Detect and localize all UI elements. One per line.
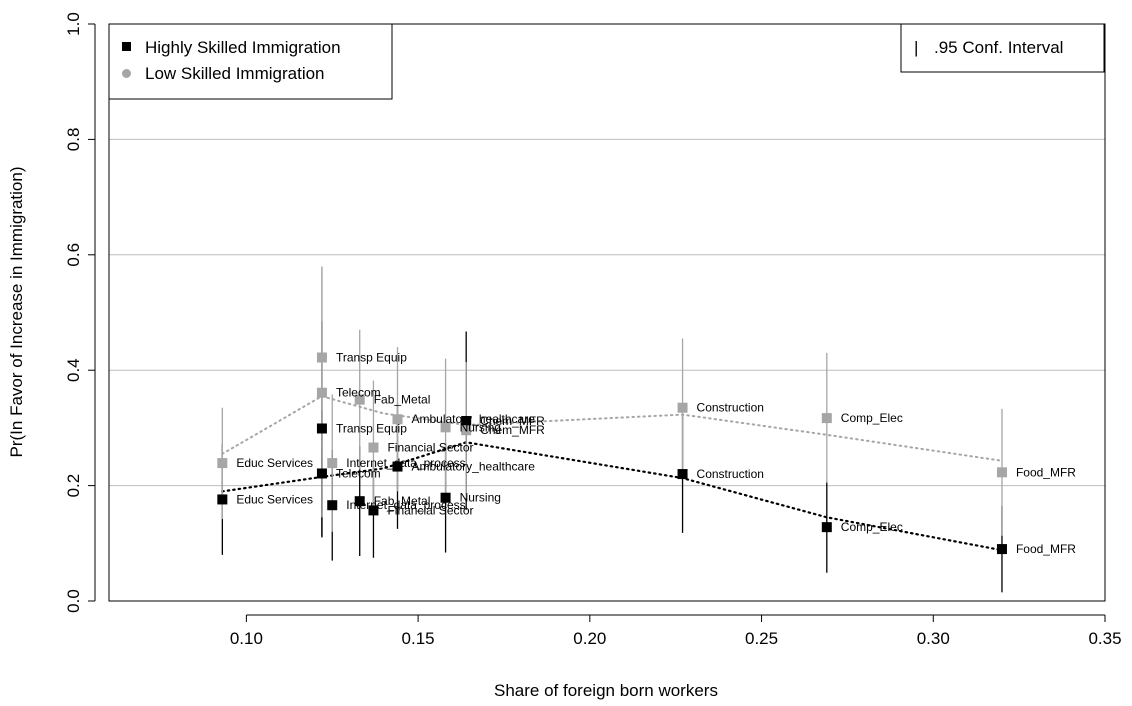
point-label-highly-skilled-4: Fab_Metal: [374, 494, 431, 508]
point-label-highly-skilled-6: Ambulatory_healthcare: [411, 460, 535, 474]
point-label-highly-skilled-5: Financial Sector: [387, 503, 473, 517]
point-label-low-skilled-4: Fab_Metal: [374, 393, 431, 407]
ci-legend-box: [900, 23, 1105, 73]
point-label-highly-skilled-8: Chem_MFR: [480, 414, 545, 428]
point-highly-skilled-7: [440, 492, 451, 503]
point-low-skilled-7: [440, 422, 451, 433]
point-low-skilled-10: [821, 413, 832, 424]
x-tick-label-1: 0.15: [402, 629, 435, 648]
point-highly-skilled-2: [316, 423, 327, 434]
point-highly-skilled-6: [392, 461, 403, 472]
point-label-highly-skilled-11: Food_MFR: [1016, 542, 1076, 556]
point-low-skilled-5: [368, 442, 379, 453]
point-low-skilled-0: [217, 458, 228, 469]
point-highly-skilled-1: [316, 468, 327, 479]
x-tick-label-3: 0.25: [745, 629, 778, 648]
point-low-skilled-6: [392, 414, 403, 425]
point-highly-skilled-10: [821, 522, 832, 533]
point-label-low-skilled-0: Educ Services: [236, 456, 313, 470]
point-label-low-skilled-6: Ambulatory_healthcare: [411, 412, 535, 426]
legend-marker-low-skilled: [122, 69, 131, 78]
gridlines: [109, 138, 1105, 487]
x-tick-label-2: 0.20: [573, 629, 606, 648]
point-highly-skilled-4: [354, 496, 365, 507]
point-label-low-skilled-1: Telecom: [336, 386, 381, 400]
point-low-skilled-8: [461, 425, 472, 436]
point-label-low-skilled-10: Comp_Elec: [841, 411, 903, 425]
point-label-low-skilled-11: Food_MFR: [1016, 465, 1076, 479]
legend-label-low-skilled: Low Skilled Immigration: [145, 64, 325, 83]
point-label-low-skilled-9: Construction: [697, 401, 764, 415]
y-tick-label-1: 0.2: [64, 474, 83, 498]
point-highly-skilled-5: [368, 505, 379, 516]
point-label-highly-skilled-10: Comp_Elec: [841, 520, 903, 534]
point-label-highly-skilled-0: Educ Services: [236, 492, 313, 506]
legend-label-highly-skilled: Highly Skilled Immigration: [145, 38, 341, 57]
point-labels: Educ Services Telecom Transp Equip Internet…: [236, 351, 1076, 557]
legend: Highly Skilled Immigration Low Skilled I…: [108, 23, 393, 100]
ci-legend: | .95 Conf. Interval: [900, 23, 1105, 73]
point-highly-skilled-0: [217, 494, 228, 505]
plot-frame: [108, 23, 1106, 602]
point-label-highly-skilled-3: Internet_data_process: [346, 498, 465, 512]
point-low-skilled-11: [996, 467, 1007, 478]
point-label-low-skilled-7: Nursing: [460, 420, 501, 434]
point-low-skilled-1: [316, 387, 327, 398]
point-highly-skilled-9: [677, 469, 688, 480]
point-highly-skilled-11: [996, 544, 1007, 555]
point-label-highly-skilled-7: Nursing: [460, 491, 501, 505]
x-axis-label: Share of foreign born workers: [494, 681, 718, 700]
x-tick-label-5: 0.35: [1088, 629, 1121, 648]
point-label-low-skilled-8: Chem_MFR: [480, 423, 545, 437]
point-low-skilled-9: [677, 402, 688, 413]
y-tick-label-2: 0.4: [64, 358, 83, 382]
ci-legend-symbol: |: [914, 38, 918, 57]
axes: 0.0 0.2 0.4 0.6 0.8 1.0 0.10 0.15 0.20 0.25 0.30 0.…: [64, 12, 1122, 648]
point-low-skilled-2: [316, 352, 327, 363]
point-label-highly-skilled-2: Transp Equip: [336, 421, 407, 435]
y-tick-label-0: 0.0: [64, 589, 83, 613]
x-tick-label-0: 0.10: [230, 629, 263, 648]
legend-box: [108, 23, 393, 100]
point-low-skilled-4: [354, 394, 365, 405]
point-highly-skilled-8: [461, 415, 472, 426]
point-label-highly-skilled-1: Telecom: [336, 466, 381, 480]
point-label-highly-skilled-9: Construction: [697, 467, 764, 481]
y-tick-label-5: 1.0: [64, 12, 83, 36]
point-highly-skilled-3: [327, 500, 338, 511]
y-tick-label-3: 0.6: [64, 243, 83, 267]
legend-marker-highly-skilled: [122, 42, 131, 51]
point-label-low-skilled-2: Transp Equip: [336, 351, 407, 365]
y-tick-label-4: 0.8: [64, 128, 83, 152]
data-points: [217, 352, 1007, 555]
point-label-low-skilled-5: Financial Sector: [387, 441, 473, 455]
x-tick-label-4: 0.30: [917, 629, 950, 648]
point-label-low-skilled-3: Internet_data_process: [346, 456, 465, 470]
ci-legend-label: .95 Conf. Interval: [934, 38, 1063, 57]
point-low-skilled-3: [327, 458, 338, 469]
y-axis-label: Pr(In Favor of Increase in Immigration): [7, 167, 26, 458]
